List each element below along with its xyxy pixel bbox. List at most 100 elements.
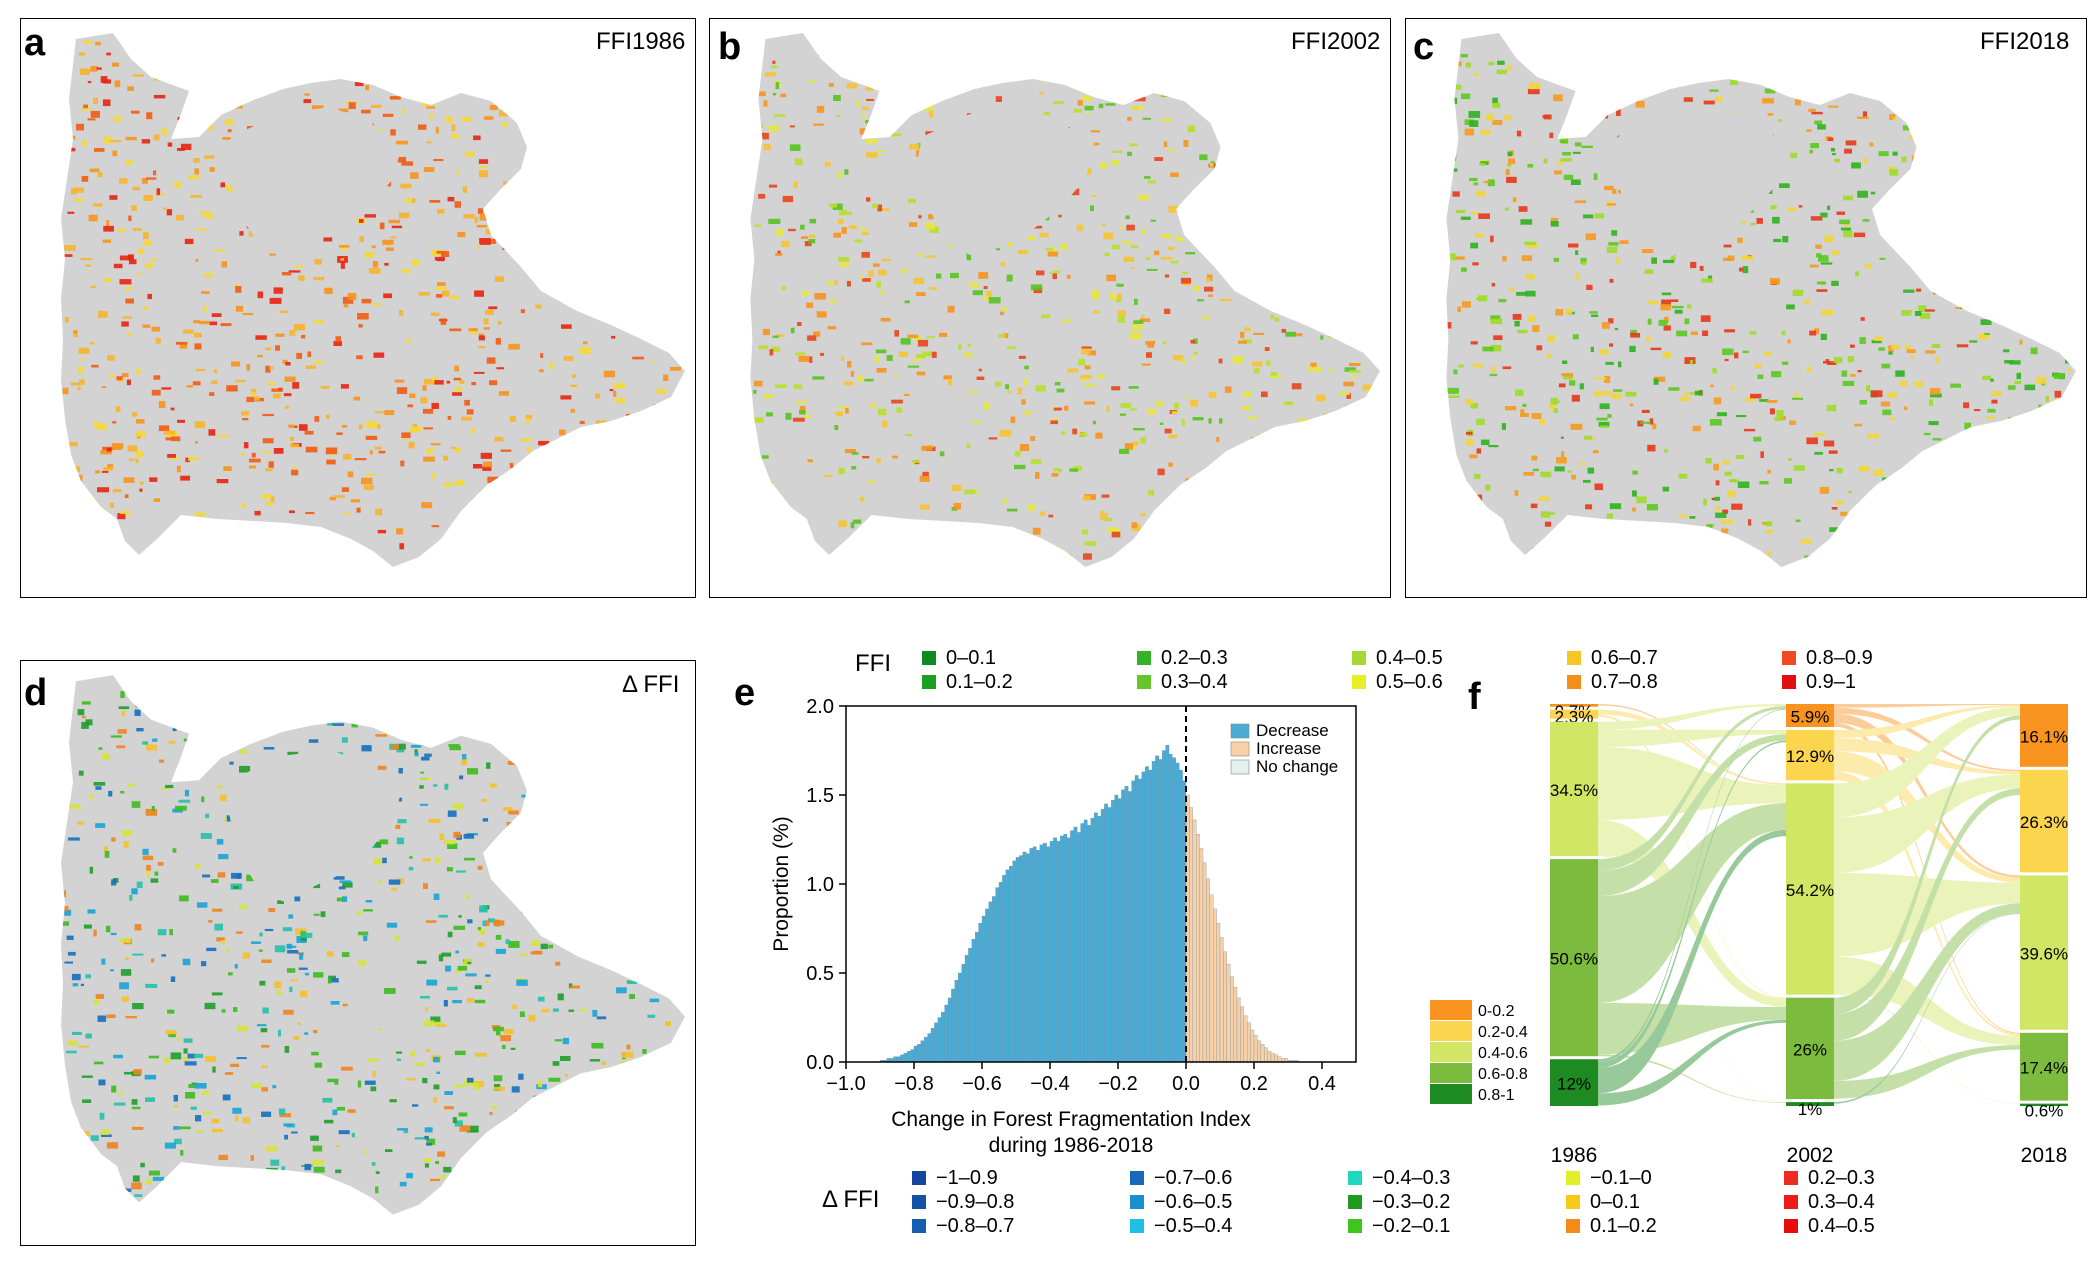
dffi-legend-item: −0.7–0.6 (1130, 1168, 1232, 1188)
panel-letter-b: b (718, 26, 742, 68)
histogram-bar-decrease (1043, 842, 1047, 1063)
legend-label: 0.3–0.4 (1161, 671, 1228, 693)
region-outline (61, 33, 685, 567)
legend-swatch (912, 1195, 926, 1209)
y-tick-label: 0.0 (806, 1052, 834, 1074)
histogram-bar-decrease (995, 887, 1000, 1063)
sankey-node-label: 54.2% (1786, 881, 1834, 900)
dffi-legend-item: −1–0.9 (912, 1168, 998, 1188)
legend-swatch (912, 1171, 926, 1185)
histogram-bar-decrease (1046, 846, 1051, 1063)
y-tick-label: 0.5 (806, 963, 834, 985)
dffi-legend-item: −0.3–0.2 (1348, 1192, 1450, 1212)
ffi-legend-title: FFI (855, 650, 891, 677)
histogram-bar-decrease (1128, 791, 1132, 1063)
sankey-node (2020, 1103, 2068, 1106)
histogram-bar-decrease (1138, 778, 1142, 1063)
sankey-year-label: 1986 (1551, 1144, 1598, 1167)
histogram-bar-decrease (1148, 769, 1153, 1063)
histogram-bar-decrease (1151, 761, 1156, 1063)
x-tick-label: −1.0 (826, 1073, 865, 1095)
lake-area (227, 749, 401, 902)
histogram-bar-decrease (961, 963, 966, 1063)
histogram-bar-increase (1192, 819, 1197, 1063)
legend-swatch (1782, 651, 1796, 665)
legend-swatch (1567, 651, 1581, 665)
legend-swatch (912, 1219, 926, 1233)
histogram-bar-decrease (1077, 832, 1081, 1063)
x-tick-label: −0.6 (962, 1073, 1001, 1095)
histogram-bar-decrease (1066, 837, 1071, 1063)
legend-swatch (1566, 1171, 1580, 1185)
legend-swatch (1137, 651, 1151, 665)
histogram-bar-decrease (985, 908, 989, 1063)
histogram-bar-decrease (941, 1012, 945, 1063)
sankey-node (2020, 704, 2068, 767)
histogram-bar-decrease (900, 1054, 904, 1063)
histogram-bar-decrease (1168, 753, 1173, 1063)
histogram-bar-decrease (1029, 848, 1034, 1063)
ffi-legend-item: 0.3–0.4 (1137, 672, 1228, 692)
legend-label: 0.5–0.6 (1376, 671, 1443, 693)
histogram-bar-increase (1202, 862, 1207, 1063)
sankey-flow (1834, 903, 2020, 1081)
histogram-bar-decrease (1107, 807, 1112, 1063)
legend-label: 0.4-0.6 (1478, 1045, 1528, 1062)
sankey-node (1786, 704, 1834, 728)
ffi2018-map (1446, 33, 2076, 567)
histogram-bar-decrease (1121, 789, 1125, 1063)
sankey-flow (1598, 1054, 1786, 1103)
ffi1986-map (61, 33, 685, 567)
histogram-bar-increase (1236, 997, 1241, 1063)
legend-swatch (1784, 1195, 1798, 1209)
histogram-bar-decrease (1032, 846, 1037, 1063)
sankey-flow (1598, 854, 1786, 1103)
histogram-bar-decrease (930, 1028, 935, 1063)
histogram-bar-increase (1213, 908, 1217, 1063)
panel-letter-d: d (24, 672, 48, 714)
legend-label: 0.8-1 (1478, 1087, 1515, 1104)
legend-label: −0.8–0.7 (936, 1215, 1015, 1237)
dffi-legend-item: −0.9–0.8 (912, 1192, 1014, 1212)
legend-swatch (1230, 759, 1250, 775)
legend-swatch (1137, 675, 1151, 689)
histogram-bar-increase (1216, 923, 1221, 1063)
sankey-flow (1834, 707, 2020, 772)
panel-letter-c: c (1413, 26, 1435, 68)
sankey-flow (1834, 704, 2020, 739)
panel-letter-f: f (1468, 676, 1481, 718)
sankey-year-label: 2018 (2021, 1144, 2068, 1167)
x-tick-label: 0.2 (1240, 1073, 1268, 1095)
histogram-bar-decrease (937, 1017, 942, 1063)
histogram-bar-decrease (968, 947, 972, 1063)
sankey-node (2020, 875, 2068, 1030)
sankey-flow (1834, 704, 2020, 708)
sankey-flow (1598, 829, 1786, 1094)
sankey-node-label: 34.5% (1550, 781, 1598, 800)
sankey-flow (1834, 913, 2020, 1104)
histogram-bar-decrease (1026, 853, 1030, 1063)
histogram-bar-increase (1219, 937, 1224, 1063)
histogram-bar-increase (1189, 807, 1193, 1063)
legend-label: 0.4–0.5 (1808, 1215, 1875, 1237)
histogram-bar-decrease (1155, 755, 1159, 1063)
sankey-flow (1598, 709, 1786, 785)
legend-swatch (1430, 1063, 1472, 1083)
panel-letter-e: e (734, 672, 756, 714)
legend-swatch (1348, 1195, 1362, 1209)
sankey-flow (1834, 872, 2020, 957)
legend-swatch (1430, 1000, 1472, 1020)
histogram-bar-increase (1257, 1040, 1261, 1063)
sankey-flow (1834, 771, 2020, 1036)
lake-area (227, 107, 401, 257)
map-panel-delta-ffi (20, 660, 696, 1246)
x-axis-label: Change in Forest Fragmentation Index (891, 1108, 1251, 1131)
legend-swatch (1348, 1171, 1362, 1185)
legend-swatch (1430, 1084, 1472, 1104)
sankey-flow (1598, 803, 1786, 1004)
region-outline (1446, 33, 2076, 567)
legend-label: 0-0.2 (1478, 1003, 1515, 1020)
sankey-node (1550, 709, 1598, 719)
panel-title-d: Δ FFI (622, 671, 680, 698)
lake-area (1613, 107, 1790, 257)
